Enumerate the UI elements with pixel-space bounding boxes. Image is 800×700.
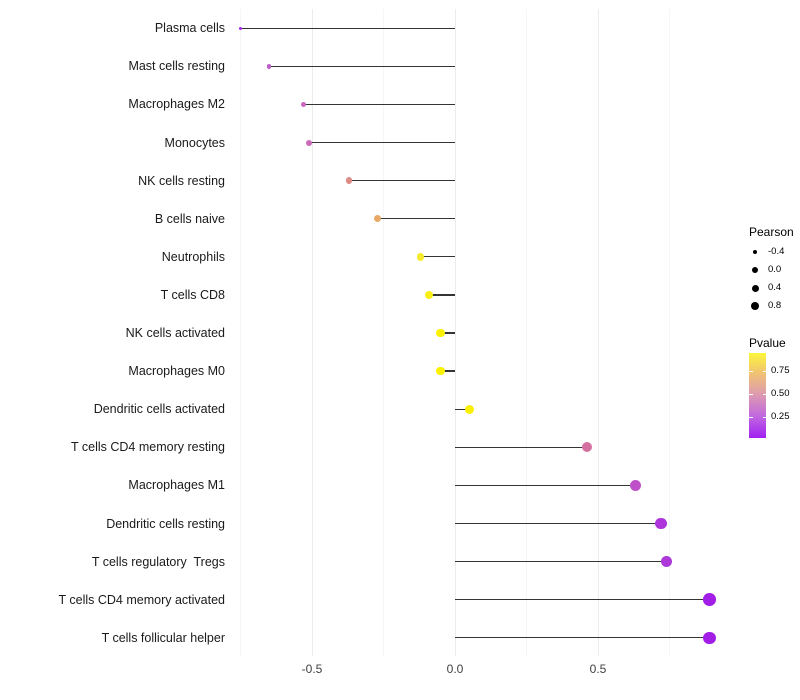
gridline-major	[597, 9, 599, 656]
x-tick-label: -0.5	[301, 662, 323, 676]
gridline-major	[454, 9, 456, 656]
stem	[440, 370, 455, 372]
category-label: T cells regulatory Tregs	[91, 554, 225, 569]
dot	[660, 555, 673, 568]
stem	[455, 446, 587, 448]
category-label: Dendritic cells resting	[106, 516, 225, 531]
pvalue-colorbar-tick	[762, 416, 766, 418]
category-label: Macrophages M1	[128, 478, 225, 493]
dot	[464, 404, 474, 414]
dot	[629, 479, 641, 491]
pearson-legend-label: -0.4	[768, 246, 785, 257]
dot	[306, 139, 313, 146]
dot	[425, 290, 434, 299]
gridline-minor	[240, 9, 241, 656]
pvalue-colorbar-tick	[762, 370, 766, 372]
gridline-major	[311, 9, 313, 656]
category-label: T cells CD4 memory resting	[71, 440, 225, 455]
category-label: Monocytes	[164, 135, 225, 150]
x-tick-label: 0.0	[446, 662, 464, 676]
dot	[436, 366, 445, 376]
gridline-minor	[526, 9, 527, 656]
stem	[440, 332, 455, 334]
stem	[240, 27, 455, 29]
pearson-legend-dot	[752, 249, 758, 255]
gridline-minor	[383, 9, 384, 656]
dot	[655, 517, 667, 530]
dot	[581, 442, 592, 453]
category-label: NK cells resting	[138, 173, 225, 188]
stem	[429, 294, 455, 296]
dot	[416, 253, 425, 261]
category-label: B cells naive	[154, 211, 225, 226]
pearson-legend-dot	[752, 267, 758, 273]
stem	[455, 599, 710, 601]
pearson-legend-label: 0.8	[768, 300, 782, 311]
gridline-minor	[669, 9, 670, 656]
dot	[239, 26, 242, 30]
pvalue-colorbar-tick	[749, 416, 753, 418]
dot	[266, 64, 272, 69]
pvalue-colorbar-tick	[762, 393, 766, 395]
category-label: Macrophages M0	[128, 364, 225, 379]
stem	[349, 179, 455, 182]
stem	[455, 637, 710, 639]
pvalue-tick-label: 0.50	[771, 387, 790, 399]
dot	[374, 215, 382, 223]
category-label: NK cells activated	[125, 326, 225, 340]
category-label: T cells CD4 memory activated	[58, 592, 226, 607]
category-label: Mast cells resting	[128, 59, 225, 74]
category-label: Macrophages M2	[128, 97, 225, 112]
stem	[455, 484, 636, 487]
stem	[303, 103, 455, 106]
stem	[455, 522, 661, 525]
stem	[269, 65, 455, 67]
stem	[309, 141, 455, 144]
category-label: T cells CD8	[160, 287, 225, 302]
stem	[455, 408, 470, 410]
category-label: Neutrophils	[161, 249, 225, 264]
pearson-legend-title: Pearson	[749, 225, 794, 239]
pvalue-colorbar	[749, 353, 766, 438]
pearson-legend-dot	[751, 284, 759, 292]
category-label: T cells follicular helper	[101, 630, 225, 645]
dot	[345, 177, 353, 184]
dot	[436, 328, 445, 338]
pvalue-colorbar-tick	[749, 370, 753, 372]
dot	[703, 593, 716, 606]
pvalue-tick-label: 0.25	[771, 410, 790, 422]
pearson-legend-label: 0.0	[768, 264, 782, 275]
dot	[300, 101, 307, 108]
category-label: Plasma cells	[154, 21, 225, 36]
pearson-legend-dot	[751, 302, 759, 310]
stem	[420, 256, 455, 258]
stem	[377, 218, 455, 220]
pearson-legend-label: 0.4	[768, 282, 782, 293]
stem	[455, 560, 667, 563]
dot	[703, 631, 716, 645]
pvalue-colorbar-tick	[749, 393, 753, 395]
x-tick-label: 0.5	[589, 662, 607, 676]
pvalue-legend-title: Pvalue	[749, 336, 786, 350]
category-label: Dendritic cells activated	[93, 402, 225, 417]
pvalue-tick-label: 0.75	[771, 364, 790, 376]
